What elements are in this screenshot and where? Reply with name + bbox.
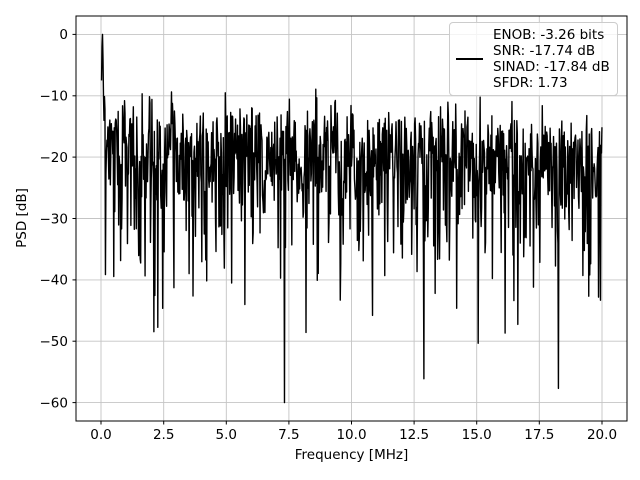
legend-text: ENOB: -3.26 bits SNR: -17.74 dB SINAD: -…: [493, 27, 610, 91]
y-tick-label: −30: [40, 211, 69, 227]
tick-layer: [72, 33, 603, 425]
tick-label-layer: 0.0 2.5 5.0 7.5 10.0 12.5 15.0 17.5 20.0 0 −10 −20 −…: [40, 27, 618, 443]
x-tick-label: 12.5: [399, 427, 429, 443]
x-tick-label: 5.0: [216, 427, 237, 443]
x-tick-label: 17.5: [524, 427, 554, 443]
legend: ENOB: -3.26 bits SNR: -17.74 dB SINAD: -…: [449, 22, 618, 96]
x-axis-label: Frequency [MHz]: [294, 447, 409, 463]
legend-entry-enob: ENOB: -3.26 bits: [493, 27, 605, 43]
x-tick-label: 2.5: [153, 427, 174, 443]
psd-trace: [100, 33, 603, 404]
legend-entry-sinad: SINAD: -17.84 dB: [493, 59, 610, 75]
y-tick-label: −20: [40, 150, 69, 166]
y-tick-label: −40: [40, 273, 69, 289]
x-tick-label: 10.0: [336, 427, 366, 443]
x-tick-label: 20.0: [587, 427, 617, 443]
x-tick-label: 0.0: [90, 427, 111, 443]
y-tick-label: −10: [40, 89, 69, 105]
y-tick-label: −50: [40, 334, 69, 350]
y-axis-label: PSD [dB]: [14, 188, 30, 248]
y-tick-label: −60: [40, 395, 69, 411]
x-tick-label: 15.0: [462, 427, 492, 443]
legend-line-swatch: [456, 58, 483, 60]
y-tick-label: 0: [59, 27, 68, 43]
x-tick-label: 7.5: [278, 427, 299, 443]
legend-entry-snr: SNR: -17.74 dB: [493, 43, 596, 59]
legend-entry-sfdr: SFDR: 1.73: [493, 75, 568, 91]
